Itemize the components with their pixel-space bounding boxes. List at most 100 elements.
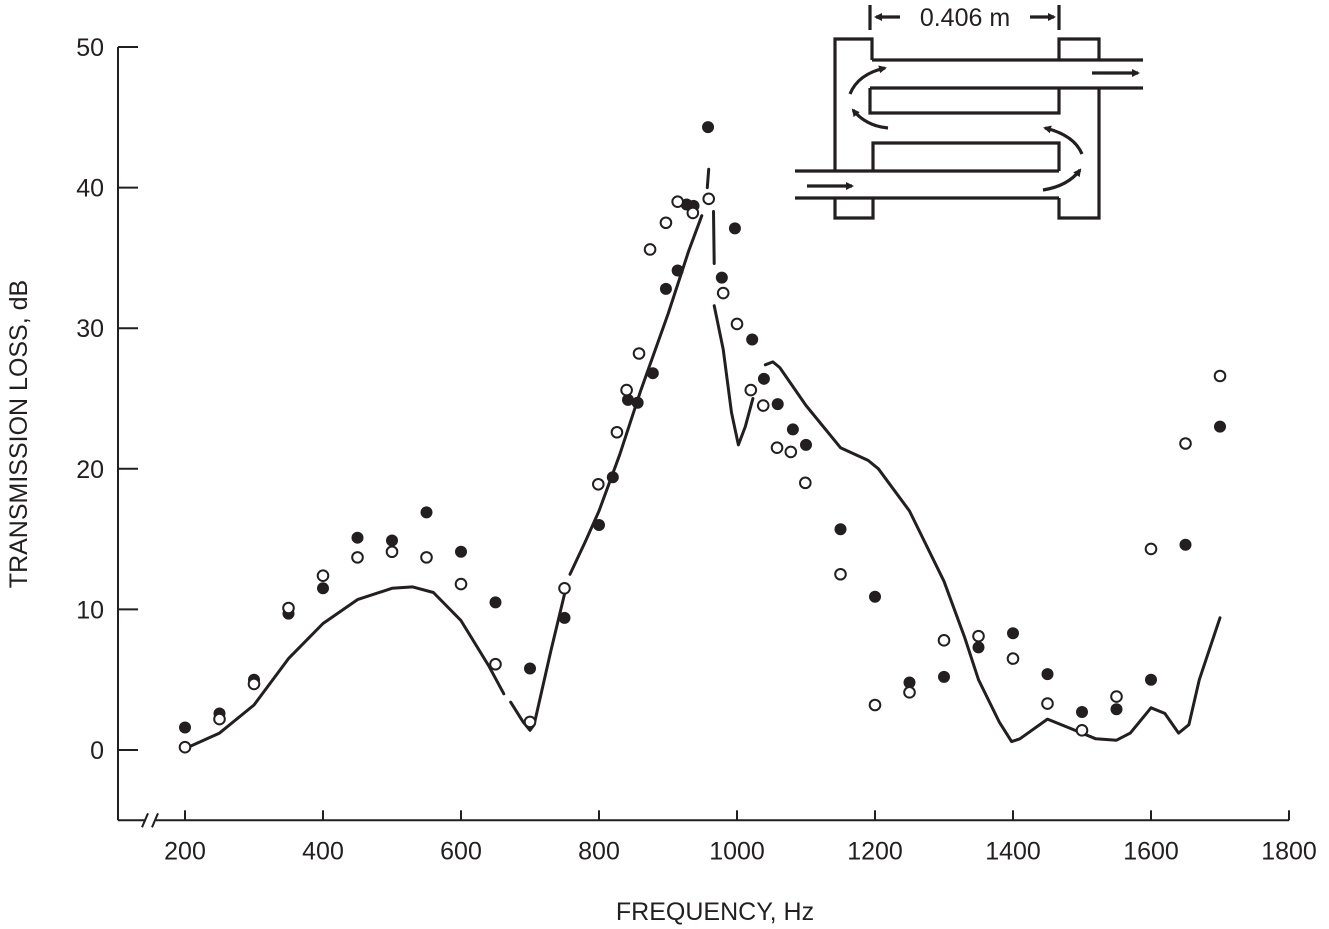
open-data-point [784, 445, 798, 459]
curve-segment [712, 210, 716, 265]
open-data-point [282, 601, 295, 615]
open-data-point [643, 243, 657, 256]
filled-data-point [524, 662, 536, 675]
filled-data-point [702, 121, 715, 134]
open-data-point [351, 551, 364, 564]
y-tick-label: 0 [90, 737, 104, 765]
axes: 200 400 600 800 1000 1200 1400 1600 1800 0 10 20 30 4… [76, 34, 1317, 865]
inset-dimension-label: 0.406 m [920, 4, 1010, 32]
filled-data-point [455, 545, 467, 558]
open-data-point [592, 477, 605, 491]
filled-data-point [351, 531, 364, 544]
filled-data-point [420, 506, 433, 519]
filled-data-point [903, 676, 916, 689]
open-data-point [671, 195, 684, 208]
muffler-inset-diagram: 0.406 m [795, 4, 1143, 220]
x-tick-label: 1000 [709, 837, 765, 865]
filled-data-point [728, 222, 741, 235]
open-data-point [610, 425, 624, 439]
open-data-point [972, 629, 985, 643]
filled-data-point [771, 398, 784, 411]
open-data-point [659, 216, 673, 230]
open-data-point [1213, 369, 1227, 383]
open-data-point [1006, 652, 1020, 665]
open-data-point [799, 476, 812, 490]
data-points [178, 121, 1227, 754]
filled-data-point [715, 271, 728, 284]
open-data-point [702, 192, 716, 206]
filled-data-point [593, 519, 605, 532]
axis-break-mark [141, 812, 159, 828]
open-data-point [937, 634, 951, 647]
filled-data-point [179, 721, 191, 734]
open-data-point [1110, 690, 1123, 703]
filled-data-point [646, 367, 659, 380]
y-tick-label: 10 [76, 596, 104, 624]
curve-segment [183, 585, 506, 751]
filled-data-point [786, 423, 799, 436]
open-data-point [213, 712, 226, 726]
open-data-point [686, 206, 700, 220]
filled-data-point [1007, 627, 1019, 640]
open-data-point [716, 286, 730, 300]
filled-data-point [1110, 703, 1123, 716]
open-data-point [632, 347, 646, 360]
filled-data-point [972, 641, 985, 654]
open-data-point [868, 698, 882, 712]
filled-data-point [606, 471, 619, 484]
open-data-point [744, 383, 758, 397]
y-tick-label: 30 [76, 315, 104, 343]
filled-data-point [489, 596, 502, 609]
filled-data-point [631, 396, 644, 409]
open-data-point [523, 715, 537, 729]
filled-data-point [834, 523, 847, 536]
filled-data-point [671, 264, 684, 277]
open-data-point [247, 677, 261, 691]
x-axis-label: FREQUENCY, Hz [616, 898, 814, 926]
filled-data-point [659, 282, 672, 295]
filled-data-point [746, 333, 759, 346]
x-tick-label: 1200 [847, 837, 903, 865]
curve-segment [763, 360, 1222, 744]
filled-data-point [1179, 538, 1192, 551]
x-tick-label: 400 [302, 837, 344, 865]
curve-segment [712, 304, 755, 447]
open-data-point [770, 441, 784, 455]
open-data-point [178, 740, 192, 754]
open-data-point [903, 686, 916, 699]
x-tick-label: 1800 [1261, 837, 1317, 865]
filled-data-point [1214, 420, 1226, 433]
x-tick-label: 200 [164, 837, 206, 865]
y-tick-label: 20 [76, 456, 104, 484]
x-tick-label: 800 [578, 837, 620, 865]
open-data-point [620, 383, 633, 397]
open-data-point [489, 657, 502, 671]
x-tick-label: 1600 [1123, 837, 1179, 865]
filled-data-point [757, 372, 770, 385]
filled-data-point [317, 582, 329, 595]
open-data-point [385, 545, 399, 559]
filled-data-point [621, 393, 634, 406]
curve-segment [509, 586, 568, 732]
filled-data-point [558, 611, 571, 624]
open-data-point [730, 317, 744, 331]
filled-data-point [869, 590, 881, 603]
open-data-point [1041, 697, 1054, 710]
open-data-point [1144, 542, 1158, 556]
y-tick-label: 40 [76, 175, 104, 203]
filled-data-point [800, 438, 812, 451]
open-data-point [834, 567, 847, 581]
x-tick-label: 1400 [985, 837, 1041, 865]
open-data-point [558, 582, 571, 595]
filled-data-point [1145, 673, 1157, 686]
open-data-point [454, 577, 468, 591]
filled-data-point [1076, 706, 1088, 719]
curve-segment [705, 167, 711, 190]
curve-segment [568, 214, 704, 576]
y-axis-label: TRANSMISSION LOSS, dB [5, 280, 33, 588]
x-tick-label: 600 [440, 837, 482, 865]
open-data-point [1075, 724, 1089, 737]
filled-data-point [1041, 668, 1054, 681]
open-data-point [420, 551, 433, 564]
